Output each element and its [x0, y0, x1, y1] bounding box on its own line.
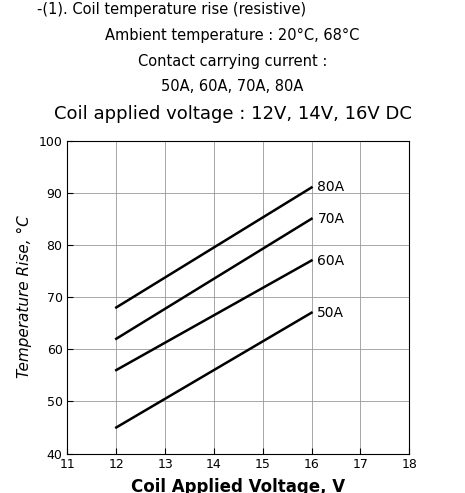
Text: 80A: 80A — [318, 180, 345, 194]
Text: Contact carrying current :: Contact carrying current : — [138, 54, 327, 69]
Text: 50A, 60A, 70A, 80A: 50A, 60A, 70A, 80A — [161, 79, 304, 94]
Text: 70A: 70A — [318, 212, 345, 226]
Text: -(1). Coil temperature rise (resistive): -(1). Coil temperature rise (resistive) — [37, 2, 306, 17]
Text: 60A: 60A — [318, 253, 345, 268]
Text: Coil applied voltage : 12V, 14V, 16V DC: Coil applied voltage : 12V, 14V, 16V DC — [53, 105, 412, 123]
Text: Ambient temperature : 20°C, 68°C: Ambient temperature : 20°C, 68°C — [105, 28, 360, 43]
X-axis label: Coil Applied Voltage, V: Coil Applied Voltage, V — [131, 478, 345, 493]
Y-axis label: Temperature Rise, °C: Temperature Rise, °C — [17, 215, 32, 379]
Text: 50A: 50A — [318, 306, 345, 319]
